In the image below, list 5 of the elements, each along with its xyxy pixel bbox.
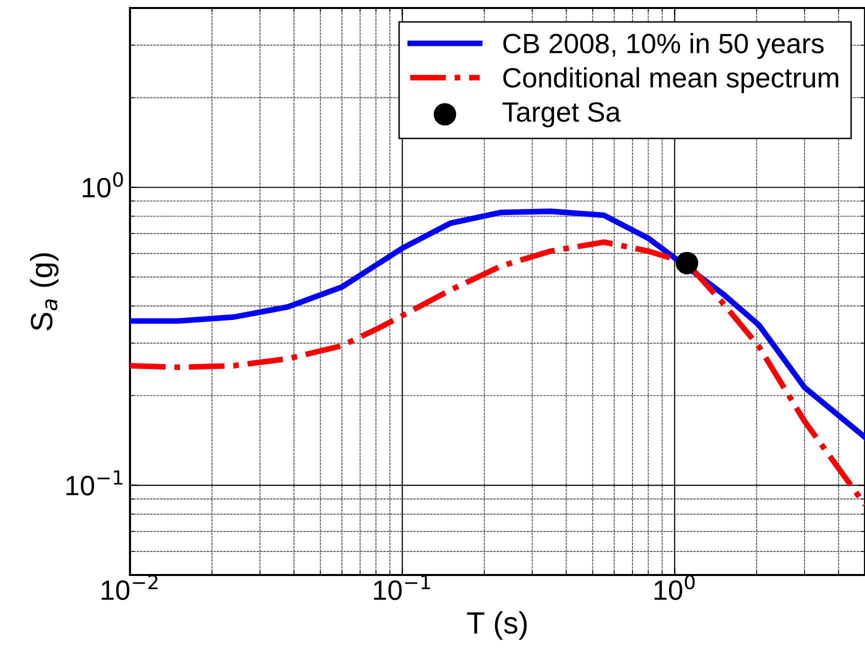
legend-label: Target Sa: [502, 102, 621, 128]
x-axis-title: T (s): [467, 611, 527, 640]
legend-label: Conditional mean spectrum: [503, 67, 838, 94]
y-axis-title: S$_{a}$ (g): [30, 253, 59, 330]
legend-label: CB 2008, 10% in 50 years: [503, 33, 824, 59]
